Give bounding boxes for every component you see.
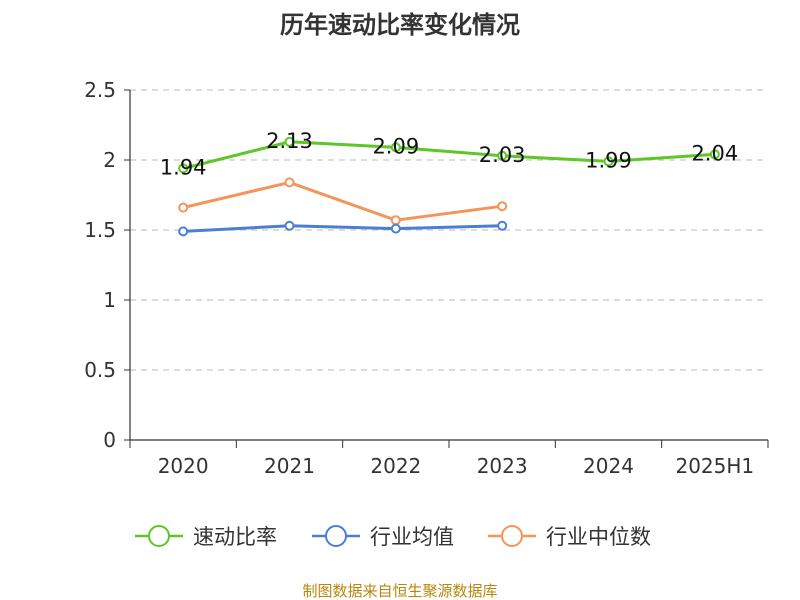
data-point [284, 136, 295, 147]
y-tick-label: 0 [103, 428, 116, 452]
x-tick-label: 2023 [477, 454, 528, 478]
legend: 速动比率 行业均值 行业中位数 [135, 525, 651, 549]
source-note: 制图数据来自恒生聚源数据库 [302, 582, 497, 600]
y-tick-label: 1.5 [84, 218, 116, 242]
x-tick-label: 2020 [158, 454, 209, 478]
data-label: 2.09 [372, 134, 419, 158]
data-point [497, 201, 508, 212]
legend-label: 行业中位数 [546, 525, 651, 549]
legend-marker [325, 525, 347, 547]
data-point [709, 149, 720, 160]
x-tick-label: 2021 [264, 454, 315, 478]
legend-marker [501, 525, 523, 547]
x-tick-label: 2022 [370, 454, 421, 478]
chart-title: 历年速动比率变化情况 [280, 11, 520, 39]
y-tick-label: 1 [103, 288, 116, 312]
data-point [497, 150, 508, 161]
data-label: 1.99 [585, 148, 632, 172]
data-labels: 1.94 2.13 2.09 2.03 1.99 2.04 [160, 129, 738, 180]
data-label: 2.13 [266, 129, 313, 153]
data-point [178, 202, 189, 213]
data-point [284, 177, 295, 188]
data-point [178, 163, 189, 174]
series-line [182, 180, 503, 222]
axes: 0 0.5 1 1.5 2 2.5 2020 2021 2022 2023 2024 2025H1 [84, 78, 769, 478]
data-point [390, 142, 401, 153]
legend-label: 行业均值 [370, 525, 454, 549]
x-tick-label: 2024 [583, 454, 634, 478]
data-point [390, 215, 401, 226]
y-tick-label: 0.5 [84, 358, 116, 382]
series [178, 136, 720, 237]
grid [130, 89, 768, 371]
legend-marker [148, 525, 170, 547]
data-label: 2.04 [691, 141, 738, 165]
data-label: 1.94 [160, 155, 207, 179]
data-point [497, 220, 508, 231]
y-tick-label: 2.5 [84, 78, 116, 102]
data-point [603, 156, 614, 167]
data-point [390, 223, 401, 234]
series-line [182, 140, 715, 170]
y-tick-label: 2 [103, 148, 116, 172]
legend-label: 速动比率 [193, 525, 277, 549]
series-line [183, 224, 503, 233]
data-label: 2.03 [479, 143, 526, 167]
data-point [284, 220, 295, 231]
data-point [178, 226, 189, 237]
x-tick-label: 2025H1 [675, 454, 754, 478]
